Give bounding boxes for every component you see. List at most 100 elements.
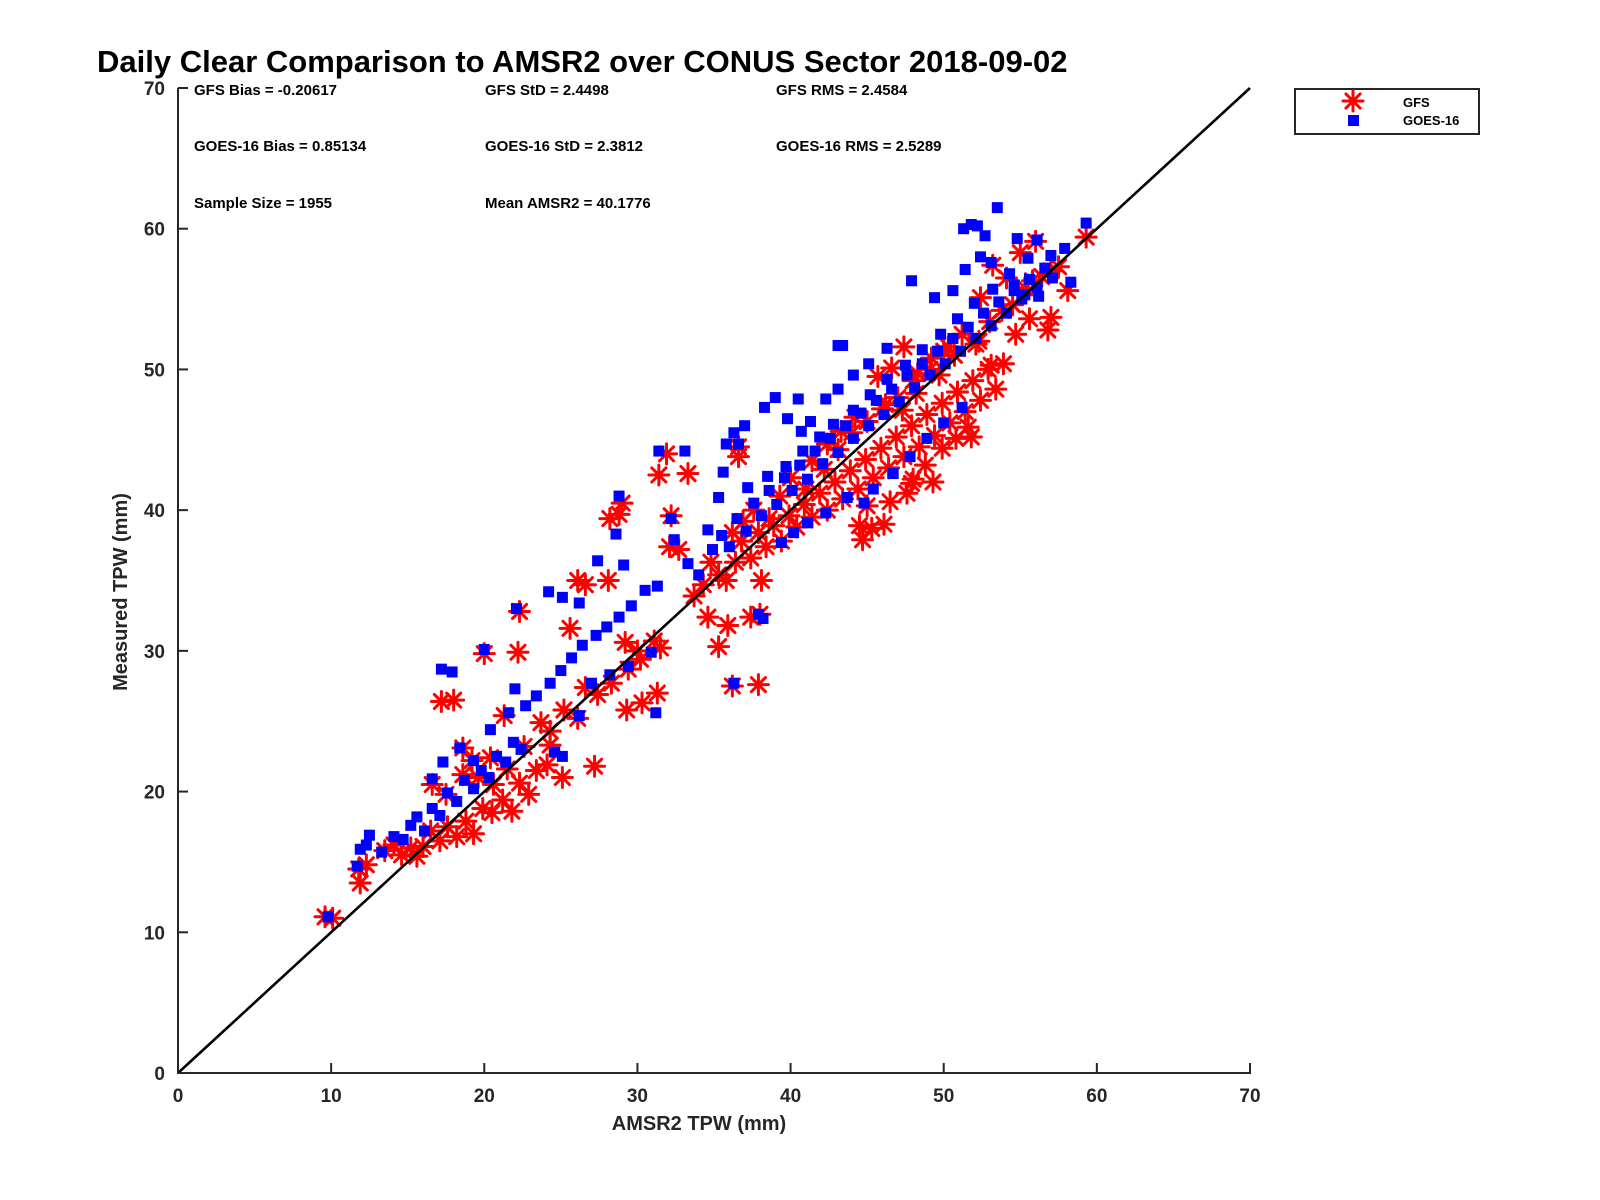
goes16-point	[610, 528, 622, 540]
x-tick-label: 0	[173, 1086, 184, 1107]
goes16-point	[618, 559, 630, 571]
goes16-point	[792, 393, 804, 405]
gfs-point	[442, 688, 466, 712]
gfs-point	[500, 799, 524, 823]
gfs-point	[613, 630, 637, 654]
goes16-point	[693, 569, 705, 581]
goes16-point	[832, 446, 844, 458]
goes16-point	[491, 750, 503, 762]
gfs-point	[699, 550, 723, 574]
goes16-point	[881, 373, 893, 385]
gfs-point	[645, 681, 669, 705]
goes16-point	[454, 742, 466, 754]
goes16-point	[397, 833, 409, 845]
gfs-point	[913, 453, 937, 477]
goes16-point	[1031, 234, 1043, 246]
goes16-point	[906, 275, 918, 287]
gfs-point	[714, 569, 738, 592]
goes16-point	[924, 369, 936, 381]
goes16-point	[742, 482, 754, 494]
goes16-point	[985, 256, 997, 268]
goes16-point	[801, 517, 813, 529]
goes16-point	[426, 773, 438, 785]
goes16-point	[354, 843, 366, 855]
y-tick-label: 20	[144, 783, 165, 804]
plot-area	[313, 202, 1098, 930]
goes16-point	[509, 683, 521, 695]
goes16-point	[376, 846, 388, 858]
goes16-point	[759, 401, 771, 413]
goes16-point	[613, 611, 625, 623]
goes16-point	[731, 513, 743, 525]
stat-gfs-std: GFS StD = 2.4498	[485, 82, 609, 99]
goes16-point	[434, 809, 446, 821]
goes16-point	[592, 555, 604, 567]
goes16-point	[974, 251, 986, 263]
goes16-point	[965, 218, 977, 230]
goes16-point	[809, 445, 821, 457]
goes16-point	[899, 359, 911, 371]
one-to-one-line	[177, 87, 1251, 1074]
gfs-point	[517, 782, 541, 806]
goes16-point	[763, 484, 775, 496]
goes16-point	[437, 756, 449, 768]
legend-gfs-label: GFS	[1403, 95, 1430, 110]
gfs-point	[462, 822, 486, 846]
goes16-point	[993, 296, 1005, 308]
goes16-point	[979, 230, 991, 242]
legend-goes-label: GOES-16	[1403, 113, 1459, 128]
y-tick-label: 10	[144, 923, 165, 944]
goes16-point	[935, 328, 947, 340]
goes16-point	[847, 369, 859, 381]
goes16-point	[820, 507, 832, 519]
goes16-point	[991, 202, 1003, 214]
goes16-point	[515, 743, 527, 755]
y-tick-label: 30	[144, 642, 165, 663]
x-axis-title: AMSR2 TPW (mm)	[612, 1113, 786, 1135]
goes16-point	[573, 597, 585, 609]
x-tick-label: 30	[627, 1086, 648, 1107]
goes16-point	[468, 783, 480, 795]
goes16-point	[716, 529, 728, 541]
gfs-point	[915, 402, 939, 426]
goes16-point	[645, 646, 657, 658]
gfs-point	[739, 546, 763, 570]
goes16-point	[904, 451, 916, 463]
legend-gfs-asterisk	[1341, 89, 1365, 113]
goes16-point	[556, 750, 568, 762]
goes16-point	[717, 466, 729, 478]
goes16-point	[938, 417, 950, 429]
goes16-point	[530, 690, 542, 702]
goes16-point	[458, 774, 470, 786]
gfs-point	[682, 584, 706, 608]
gfs-point	[777, 504, 801, 528]
goes16-point	[653, 445, 665, 457]
goes16-point	[824, 432, 836, 444]
gfs-point	[823, 470, 847, 494]
goes16-point	[1022, 252, 1034, 264]
y-tick-label: 60	[144, 220, 165, 241]
y-tick-label: 0	[154, 1064, 165, 1085]
goes16-point	[475, 764, 487, 776]
goes16-point	[858, 497, 870, 509]
goes16-point	[916, 344, 928, 356]
gfs-point	[1047, 255, 1071, 279]
gfs-point	[872, 512, 896, 536]
goes16-point	[795, 425, 807, 437]
gfs-point	[968, 388, 992, 412]
gfs-point	[1008, 241, 1032, 265]
goes16-point	[893, 396, 905, 408]
goes16-point	[867, 483, 879, 495]
goes16-point	[590, 629, 602, 641]
goes16-point	[468, 755, 480, 767]
goes16-point	[1045, 249, 1057, 261]
goes16-point	[769, 392, 781, 404]
gfs-point	[607, 502, 631, 526]
goes16-point	[503, 707, 515, 719]
goes16-point	[1046, 272, 1058, 284]
goes16-point	[549, 746, 561, 758]
goes16-point	[622, 660, 634, 672]
stat-sample-size: Sample Size = 1955	[194, 195, 332, 212]
gfs-point	[956, 415, 980, 439]
x-tick-label: 20	[474, 1086, 495, 1107]
